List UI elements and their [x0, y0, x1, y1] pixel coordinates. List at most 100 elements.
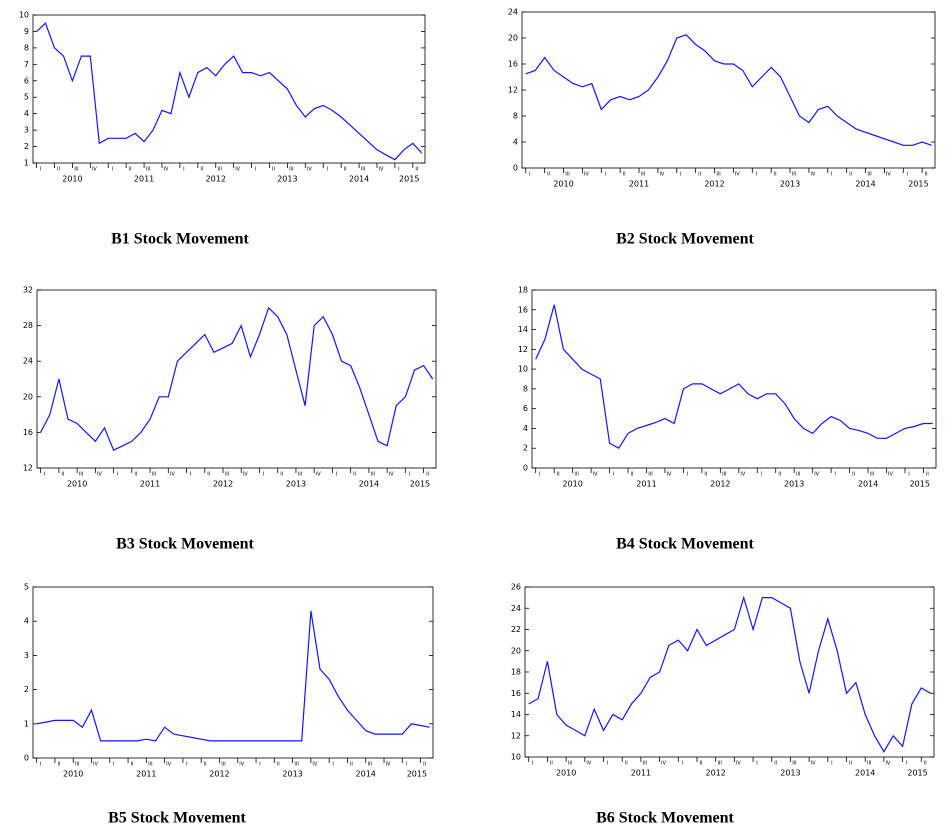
y-tick-label: 20 [511, 646, 521, 655]
y-tick-label: 24 [508, 8, 518, 17]
x-tick-label: I [186, 762, 187, 768]
x-tick-label: III [368, 762, 372, 768]
x-tick-label: IV [888, 472, 893, 478]
x-tick-label: IV [810, 172, 815, 178]
price-line [36, 22, 423, 161]
year-label: 2010 [63, 770, 83, 779]
y-tick-label: 7 [24, 60, 29, 69]
x-tick-label: IV [885, 761, 890, 767]
y-tick-label: 1 [24, 719, 29, 728]
y-tick-label: 2 [523, 444, 528, 453]
x-tick-label: IV [97, 472, 102, 478]
y-tick-label: 3 [24, 126, 29, 135]
price-line [40, 306, 434, 452]
y-tick-label: 2 [24, 685, 29, 694]
y-tick-label: 20 [508, 34, 518, 43]
year-label: 2014 [359, 480, 379, 489]
y-tick-label: 28 [23, 321, 33, 330]
x-tick-label: II [423, 762, 426, 768]
y-tick-label: 12 [511, 731, 521, 740]
chart-caption: B6 Stock Movement [596, 810, 734, 826]
chart-caption: B5 Stock Movement [108, 810, 246, 826]
x-tick-label: III [574, 472, 578, 478]
x-tick-label: II [277, 762, 280, 768]
x-tick-label: III [298, 472, 302, 478]
x-tick-label: II [61, 472, 64, 478]
x-tick-label: III [867, 172, 871, 178]
x-tick-label: III [75, 762, 79, 768]
x-tick-label: III [79, 472, 83, 478]
y-tick-label: 16 [23, 428, 33, 437]
y-tick-label: 10 [518, 365, 528, 374]
price-line [528, 595, 931, 753]
y-tick-label: 14 [518, 325, 528, 334]
year-label: 2013 [286, 480, 306, 489]
x-tick-label: I [336, 472, 337, 478]
year-label: 2015 [407, 770, 427, 779]
year-label: 2014 [858, 480, 878, 489]
x-tick-label: IV [312, 762, 317, 768]
x-tick-label: II [774, 761, 777, 767]
x-tick-label: I [263, 472, 264, 478]
year-label: 2015 [410, 480, 430, 489]
x-tick-label: II [57, 167, 60, 173]
x-tick-label: I [529, 172, 530, 178]
x-tick-label: IV [666, 472, 671, 478]
year-label: 2011 [631, 769, 651, 778]
x-tick-label: I [539, 472, 540, 478]
y-tick-label: 8 [513, 112, 518, 121]
x-tick-label: III [146, 167, 150, 173]
x-tick-label: II [925, 172, 928, 178]
price-line [535, 304, 933, 449]
x-tick-label: I [332, 762, 333, 768]
y-tick-label: 9 [24, 27, 29, 36]
y-tick-label: 3 [24, 651, 29, 660]
x-tick-label: II [204, 762, 207, 768]
y-tick-label: 22 [511, 625, 521, 634]
year-label: 2012 [213, 480, 233, 489]
x-tick-label: II [631, 472, 634, 478]
x-tick-label: IV [735, 172, 740, 178]
y-tick-label: 32 [23, 286, 33, 295]
x-tick-label: I [687, 472, 688, 478]
x-tick-label: II [353, 472, 356, 478]
x-tick-label: I [406, 762, 407, 768]
x-tick-label: II [924, 761, 927, 767]
y-tick-label: 20 [23, 392, 33, 401]
x-tick-label: III [289, 167, 293, 173]
y-tick-label: 10 [19, 11, 29, 20]
x-tick-label: II [699, 761, 702, 767]
x-tick-label: III [792, 172, 796, 178]
x-tick-label: I [682, 761, 683, 767]
x-tick-label: IV [586, 761, 591, 767]
y-tick-label: 0 [523, 464, 528, 473]
x-tick-label: IV [170, 472, 175, 478]
x-tick-label: II [57, 762, 60, 768]
year-label: 2012 [206, 175, 226, 184]
x-tick-label: III [717, 761, 721, 767]
x-tick-label: IV [811, 761, 816, 767]
x-tick-label: III [568, 761, 572, 767]
x-tick-label: II [344, 167, 347, 173]
y-tick-label: 16 [511, 689, 521, 698]
y-tick-label: 4 [24, 617, 29, 626]
year-label: 2014 [349, 175, 369, 184]
x-tick-label: II [547, 172, 550, 178]
x-tick-label: IV [886, 172, 891, 178]
y-tick-label: 12 [518, 345, 528, 354]
x-tick-label: II [134, 472, 137, 478]
x-tick-label: IV [243, 472, 248, 478]
x-tick-label: IV [661, 761, 666, 767]
x-tick-label: II [926, 472, 929, 478]
year-label: 2013 [780, 769, 800, 778]
y-tick-label: 12 [508, 86, 518, 95]
x-tick-label: II [415, 167, 418, 173]
x-tick-label: I [40, 167, 41, 173]
x-tick-label: IV [389, 472, 394, 478]
y-tick-label: 16 [508, 60, 518, 69]
x-tick-label: I [398, 167, 399, 173]
x-tick-label: II [625, 761, 628, 767]
y-tick-label: 1 [24, 159, 29, 168]
y-tick-label: 24 [23, 357, 33, 366]
